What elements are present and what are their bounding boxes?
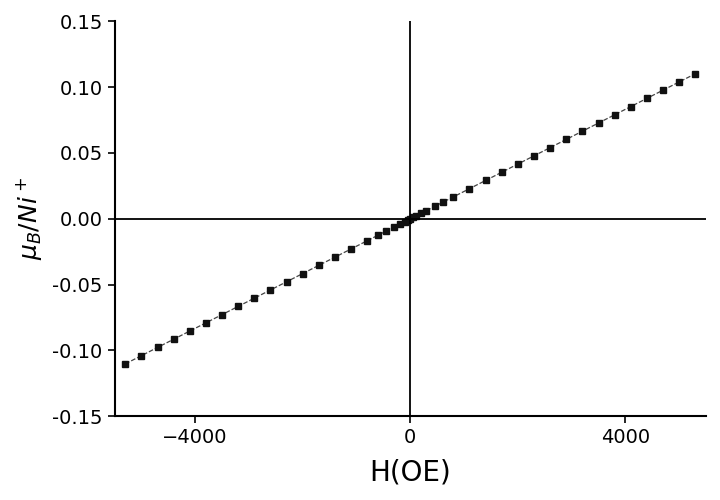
Y-axis label: $\mu_B/Ni^+$: $\mu_B/Ni^+$ [14,177,44,260]
X-axis label: H(OE): H(OE) [369,458,451,486]
